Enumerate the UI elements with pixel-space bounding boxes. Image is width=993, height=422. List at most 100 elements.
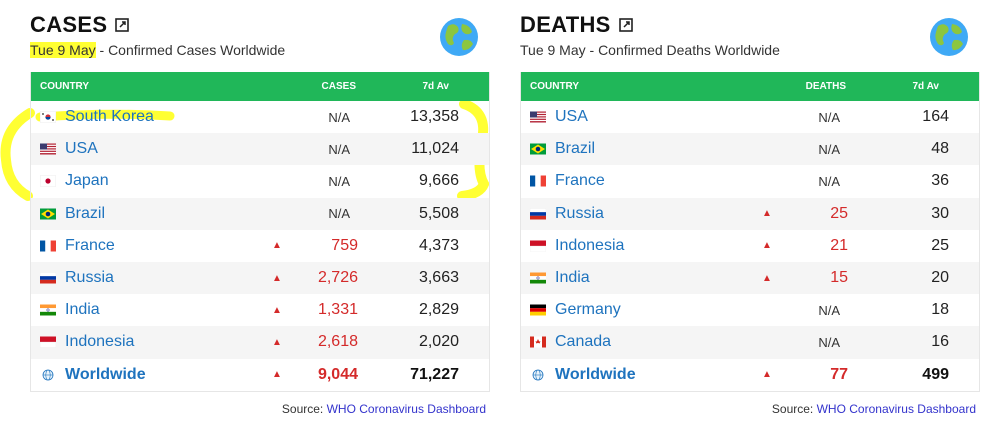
table-row: Indonesia ▲ 2,618 2,020	[31, 326, 489, 359]
daily-value: 77	[830, 365, 848, 383]
country-link[interactable]: South Korea	[65, 108, 154, 126]
up-arrow-icon: ▲	[272, 336, 282, 348]
subtitle-text: - Confirmed Cases Worldwide	[95, 42, 286, 58]
seven-day-average: 13,358	[410, 108, 459, 126]
country-link[interactable]: France	[65, 236, 115, 254]
seven-day-average: 30	[931, 204, 949, 222]
seven-day-average: 20	[931, 269, 949, 287]
globe-small-icon	[532, 369, 544, 380]
seven-day-average: 2,829	[418, 301, 459, 319]
column-header-country[interactable]: COUNTRY	[40, 81, 90, 92]
country-link[interactable]: Indonesia	[65, 333, 135, 351]
flag-icon-in	[40, 304, 56, 316]
source-note: Source: WHO Coronavirus Dashboard	[282, 402, 486, 416]
daily-value: N/A	[328, 109, 350, 125]
date-label: Tue 9 May	[520, 42, 586, 58]
daily-value: N/A	[818, 302, 840, 318]
country-link[interactable]: France	[555, 172, 605, 190]
seven-day-average: 48	[931, 140, 949, 158]
country-link[interactable]: Brazil	[65, 204, 106, 222]
daily-value: 25	[830, 204, 848, 222]
country-link[interactable]: Worldwide	[555, 365, 636, 383]
daily-value: 2,726	[317, 269, 358, 287]
country-link[interactable]: Japan	[65, 172, 109, 190]
table-row-worldwide: Worldwide ▲ 77 499	[521, 359, 979, 391]
column-header-value[interactable]: CASES	[321, 81, 356, 92]
country-link[interactable]: India	[65, 301, 100, 319]
seven-day-average: 18	[931, 301, 949, 319]
up-arrow-icon: ▲	[272, 272, 282, 284]
seven-day-average: 5,508	[418, 204, 459, 222]
country-link[interactable]: Indonesia	[555, 236, 625, 254]
seven-day-average: 3,663	[418, 269, 459, 287]
flag-icon-br	[530, 143, 546, 155]
daily-value: N/A	[818, 141, 840, 157]
column-header-country[interactable]: COUNTRY	[530, 81, 580, 92]
table-header: COUNTRY CASES 7d Av	[31, 72, 489, 101]
table-row: Russia ▲ 25 30	[521, 197, 979, 230]
seven-day-average: 36	[931, 172, 949, 190]
flag-icon-fr	[530, 175, 546, 187]
flag-icon-ca	[530, 336, 546, 348]
flag-icon-jp	[40, 175, 56, 187]
country-link[interactable]: Worldwide	[65, 365, 146, 383]
country-link[interactable]: Russia	[555, 204, 604, 222]
daily-value: N/A	[818, 109, 840, 125]
table-row: Russia ▲ 2,726 3,663	[31, 261, 489, 295]
daily-value: 2,618	[317, 333, 358, 351]
up-arrow-icon: ▲	[272, 369, 282, 381]
date-label: Tue 9 May	[30, 42, 96, 58]
seven-day-average: 2,020	[418, 333, 459, 351]
external-link-icon[interactable]	[618, 18, 633, 32]
table-row: Canada N/A 16	[521, 326, 979, 359]
panel-subtitle: Tue 9 May - Confirmed Deaths Worldwide	[520, 42, 780, 58]
country-link[interactable]: Germany	[555, 301, 621, 319]
daily-value: N/A	[818, 334, 840, 350]
daily-value: 1,331	[317, 301, 358, 319]
column-header-value[interactable]: DEATHS	[805, 81, 846, 92]
daily-value: 15	[830, 269, 848, 287]
country-link[interactable]: India	[555, 269, 590, 287]
source-note: Source: WHO Coronavirus Dashboard	[772, 402, 976, 416]
flag-icon-fr	[40, 240, 56, 252]
table-row: Brazil N/A 48	[521, 133, 979, 166]
country-link[interactable]: Canada	[555, 333, 612, 351]
daily-value: 21	[830, 236, 848, 254]
table-row-worldwide: Worldwide ▲ 9,044 71,227	[31, 359, 489, 391]
table-row: Japan N/A 9,666	[31, 165, 489, 197]
flag-icon-id	[40, 336, 56, 348]
panel-title: CASES	[30, 12, 108, 37]
up-arrow-icon: ▲	[762, 240, 772, 252]
country-link[interactable]: Brazil	[555, 140, 596, 158]
cases-panel: CASES Tue 9 May - Confirmed Cases Worldwi…	[28, 0, 490, 422]
daily-value: N/A	[818, 173, 840, 189]
seven-day-average: 25	[931, 236, 949, 254]
source-label: Source:	[771, 402, 817, 416]
globe-icon	[928, 16, 970, 58]
daily-value: N/A	[328, 141, 350, 157]
source-link[interactable]: WHO Coronavirus Dashboard	[326, 402, 486, 416]
column-header-avg[interactable]: 7d Av	[422, 81, 450, 92]
source-label: Source:	[281, 402, 327, 416]
daily-value: N/A	[328, 206, 350, 222]
table-row: Indonesia ▲ 21 25	[521, 230, 979, 262]
external-link-icon[interactable]	[115, 18, 130, 32]
up-arrow-icon: ▲	[272, 304, 282, 316]
daily-value: 9,044	[317, 365, 358, 383]
seven-day-average: 9,666	[418, 172, 459, 190]
table-row: USA N/A 164	[521, 101, 979, 133]
stats-table: COUNTRY CASES 7d Av South Korea N/A 13,358 USA…	[30, 72, 490, 392]
country-link[interactable]: Russia	[65, 269, 114, 287]
country-link[interactable]: USA	[65, 140, 98, 158]
source-link[interactable]: WHO Coronavirus Dashboard	[816, 402, 976, 416]
seven-day-average: 71,227	[410, 365, 459, 383]
up-arrow-icon: ▲	[272, 240, 282, 252]
flag-icon-de	[530, 304, 546, 316]
flag-icon-id	[530, 240, 546, 252]
globe-icon	[438, 16, 480, 58]
column-header-avg[interactable]: 7d Av	[912, 81, 940, 92]
flag-icon-ru	[530, 208, 546, 220]
table-row: France ▲ 759 4,373	[31, 230, 489, 262]
country-link[interactable]: USA	[555, 108, 588, 126]
seven-day-average: 164	[922, 108, 949, 126]
